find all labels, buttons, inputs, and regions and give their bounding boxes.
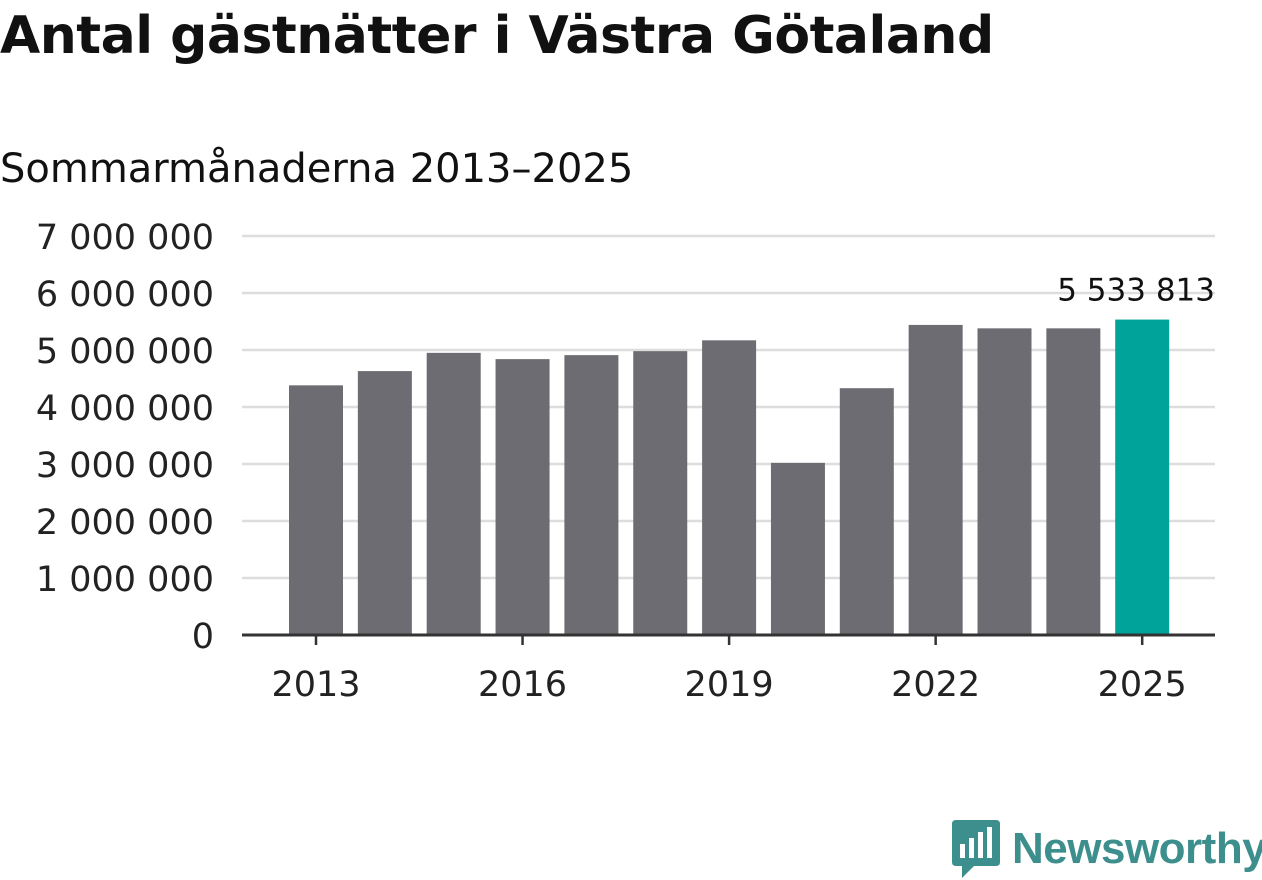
y-tick-label: 7 000 000 (36, 218, 214, 258)
y-tick-label: 5 000 000 (36, 332, 214, 372)
bar-2022 (908, 324, 963, 635)
bar-2025 (1115, 319, 1170, 635)
y-tick-label: 3 000 000 (36, 446, 214, 486)
bar-2024 (1046, 328, 1101, 635)
y-tick-label: 0 (192, 617, 214, 657)
chart-title: Antal gästnätter i Västra Götaland (0, 6, 994, 66)
bar-2020 (770, 462, 825, 635)
y-tick-label: 4 000 000 (36, 389, 214, 429)
bar-2015 (426, 352, 481, 635)
y-tick-label: 2 000 000 (36, 503, 214, 543)
bar-2017 (564, 355, 619, 635)
x-tick-label: 2016 (478, 665, 567, 705)
x-tick-label: 2013 (271, 665, 360, 705)
bar-2016 (495, 359, 550, 635)
y-tick-label: 6 000 000 (36, 275, 214, 315)
bar-2013 (289, 385, 343, 635)
data-label-2025: 5 533 813 (1057, 273, 1215, 309)
chart-subtitle: Sommarmånaderna 2013–2025 (0, 146, 634, 192)
x-tick-label: 2025 (1098, 665, 1187, 705)
bar-2021 (839, 388, 894, 635)
newsworthy-logo: Newsworthy (950, 818, 1262, 880)
bar-2023 (977, 328, 1032, 635)
brand-name: Newsworthy (1012, 824, 1262, 873)
bar-2014 (357, 371, 412, 635)
newsworthy-logo-icon (952, 820, 1000, 878)
bar-2018 (633, 351, 688, 635)
y-tick-label: 1 000 000 (36, 560, 214, 600)
x-tick-label: 2019 (685, 665, 774, 705)
x-tick-label: 2022 (891, 665, 980, 705)
bar-2019 (702, 340, 757, 635)
